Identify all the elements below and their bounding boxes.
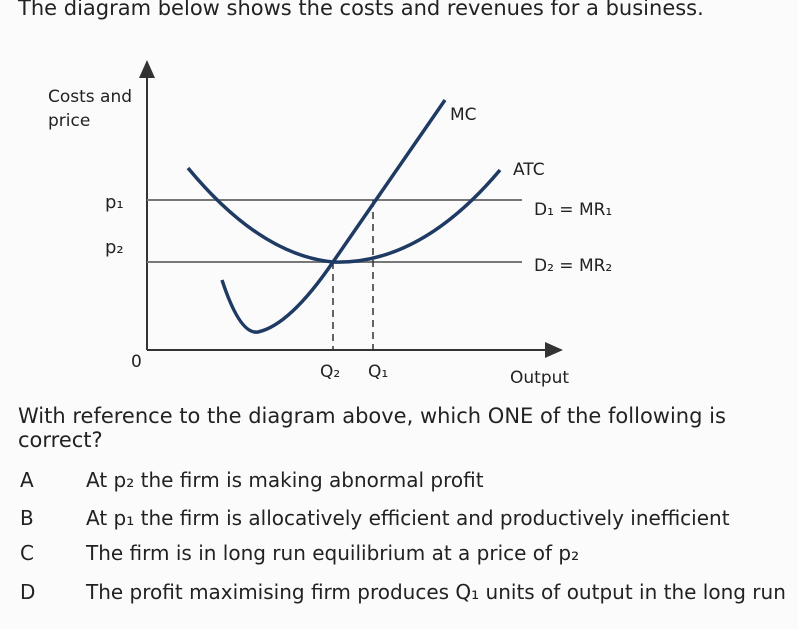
option-text: The firm is in long run equilibrium at a… — [86, 541, 580, 565]
option-letter: D — [20, 580, 36, 604]
option-letter: B — [20, 506, 34, 530]
option-text: The profit maximising firm produces Q₁ u… — [86, 580, 786, 604]
y-axis-label: price — [48, 111, 90, 131]
demand-label: D₁ = MR₁ — [534, 200, 612, 220]
mc-label: MC — [450, 105, 477, 125]
y-axis-label: Costs and — [48, 87, 132, 107]
intro-text: The diagram below shows the costs and re… — [18, 0, 704, 20]
question: With reference to the diagram above, whi… — [18, 404, 726, 452]
option-text: At p₁ the firm is allocatively efficient… — [86, 506, 730, 530]
option-letter: A — [20, 468, 34, 492]
demand-label: D₂ = MR₂ — [534, 256, 612, 276]
price-label: p₂ — [105, 237, 124, 258]
x-axis-label: Output — [510, 368, 569, 388]
quantity-label: Q₂ — [320, 362, 340, 382]
quantity-label: Q₁ — [368, 362, 388, 382]
option-text: At p₂ the firm is making abnormal profit — [86, 468, 484, 492]
option-letter: C — [20, 541, 34, 565]
price-label: p₁ — [105, 192, 124, 213]
mc-curve — [220, 99, 447, 334]
origin-label: 0 — [131, 352, 142, 372]
diagram: Costs and price MC ATC p₁ p₂ D₁ = MR₁ D₂… — [48, 60, 612, 388]
atc-label: ATC — [513, 160, 545, 180]
